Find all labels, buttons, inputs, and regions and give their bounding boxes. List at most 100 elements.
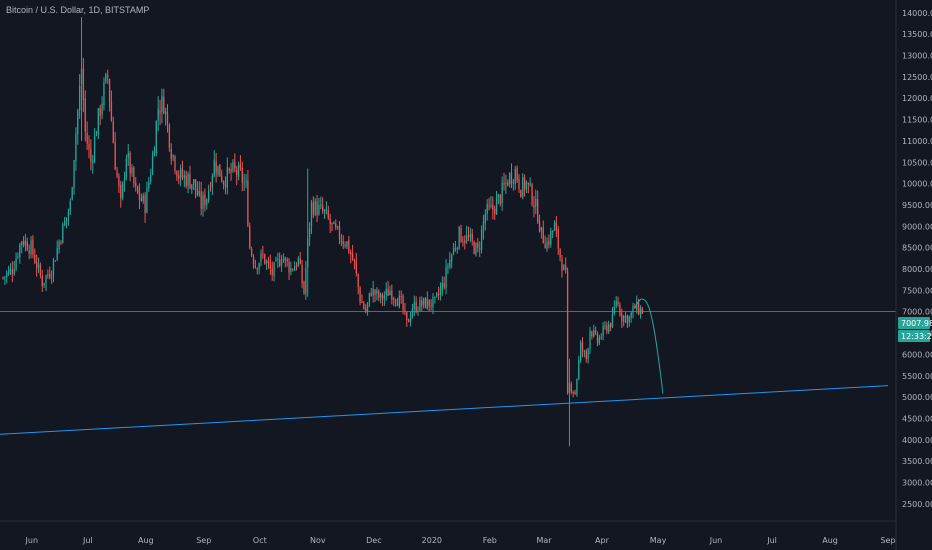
- candle-body: [363, 302, 365, 309]
- candle-body: [108, 79, 111, 103]
- candle-body: [71, 187, 73, 200]
- candle-body: [97, 108, 99, 135]
- candle-body: [467, 235, 470, 237]
- candle-body: [546, 242, 548, 250]
- candle-body: [494, 209, 496, 214]
- candle-body: [275, 259, 277, 262]
- candle-body: [295, 265, 298, 267]
- candle-body: [93, 136, 96, 162]
- candle-body: [628, 316, 630, 323]
- candle-body: [348, 240, 350, 253]
- candle-body: [499, 195, 501, 204]
- candle-body: [413, 302, 415, 309]
- candle-body: [11, 269, 14, 275]
- candle-body: [217, 166, 219, 175]
- candle-body: [73, 160, 75, 189]
- candle-body: [621, 313, 623, 321]
- candle-body: [391, 290, 393, 300]
- candle-body: [308, 228, 311, 238]
- candle-body: [170, 148, 172, 159]
- candle-body: [172, 155, 174, 158]
- candle-body: [226, 167, 228, 188]
- candle-body: [204, 194, 206, 206]
- x-tick-label: Nov: [310, 536, 326, 545]
- candle-body: [112, 121, 114, 143]
- candle-body: [331, 222, 333, 224]
- candle-body: [19, 244, 21, 257]
- candle-body: [116, 170, 118, 176]
- candle-body: [157, 108, 159, 121]
- candle-body: [50, 276, 53, 279]
- candle-body: [293, 266, 296, 271]
- candle-body: [99, 107, 101, 117]
- y-tick-label: 11500.00: [902, 116, 932, 125]
- candle-body: [39, 265, 42, 276]
- candle-body: [267, 259, 270, 264]
- candle-body: [77, 110, 79, 135]
- candle-body: [150, 174, 152, 183]
- y-tick-label: 4500.00: [902, 415, 932, 424]
- y-tick-label: 8500.00: [902, 244, 932, 253]
- candle-body: [533, 205, 535, 208]
- candle-body: [512, 182, 515, 184]
- candle-body: [258, 263, 260, 270]
- candle-body: [303, 281, 305, 294]
- x-tick-label: Sep: [880, 536, 895, 545]
- candle-body: [323, 209, 326, 211]
- candle-body: [402, 295, 404, 310]
- candle-body: [4, 276, 6, 278]
- candle-body: [187, 173, 189, 186]
- candle-body: [181, 169, 184, 178]
- candle-body: [441, 282, 443, 290]
- candle-body: [54, 260, 56, 262]
- candle-body: [615, 300, 617, 307]
- candle-body: [465, 234, 468, 242]
- candle-body: [557, 229, 559, 249]
- candle-body: [505, 182, 507, 184]
- candle-body: [333, 222, 335, 225]
- candle-body: [107, 74, 109, 78]
- candle-body: [344, 244, 346, 246]
- candle-body: [282, 259, 285, 263]
- y-tick-label: 3000.00: [902, 479, 932, 488]
- candle-body: [200, 191, 202, 209]
- candle-body: [525, 181, 528, 190]
- y-tick-label: 13000.00: [902, 52, 932, 61]
- candle-body: [475, 243, 477, 255]
- overlays-layer: [0, 298, 896, 435]
- candle-body: [531, 184, 533, 205]
- candle-body: [458, 226, 460, 249]
- candle-body: [609, 323, 612, 327]
- candle-body: [52, 259, 55, 276]
- candle-body: [80, 69, 83, 84]
- candle-body: [594, 329, 597, 333]
- candle-body: [222, 181, 225, 185]
- candle-body: [518, 178, 520, 189]
- candle-body: [35, 262, 38, 269]
- candle-body: [241, 167, 243, 183]
- candle-body: [381, 294, 384, 300]
- candle-body: [88, 144, 90, 150]
- candle-body: [398, 295, 400, 307]
- y-tick-label: 12000.00: [902, 94, 932, 103]
- x-tick-label: Aug: [822, 536, 838, 545]
- candle-body: [65, 217, 68, 222]
- candle-body: [361, 301, 363, 304]
- candle-body: [43, 282, 45, 285]
- x-tick-label: Dec: [366, 536, 381, 545]
- candle-body: [144, 195, 146, 214]
- candle-body: [47, 274, 49, 276]
- time-axis: Jun Jul Aug Sep Oct Nov Dec 2020 Feb Mar Apr May Jun…: [25, 536, 896, 545]
- candle-body: [336, 226, 339, 228]
- candle-body: [338, 226, 341, 240]
- candle-body: [142, 195, 144, 202]
- y-tick-label: 6000.00: [902, 350, 932, 359]
- candle-body: [544, 243, 546, 249]
- candle-body: [7, 270, 10, 274]
- candle-body: [428, 299, 430, 307]
- candle-body: [202, 195, 204, 209]
- candle-body: [501, 183, 503, 204]
- candle-body: [247, 180, 249, 226]
- candle-body: [206, 199, 208, 205]
